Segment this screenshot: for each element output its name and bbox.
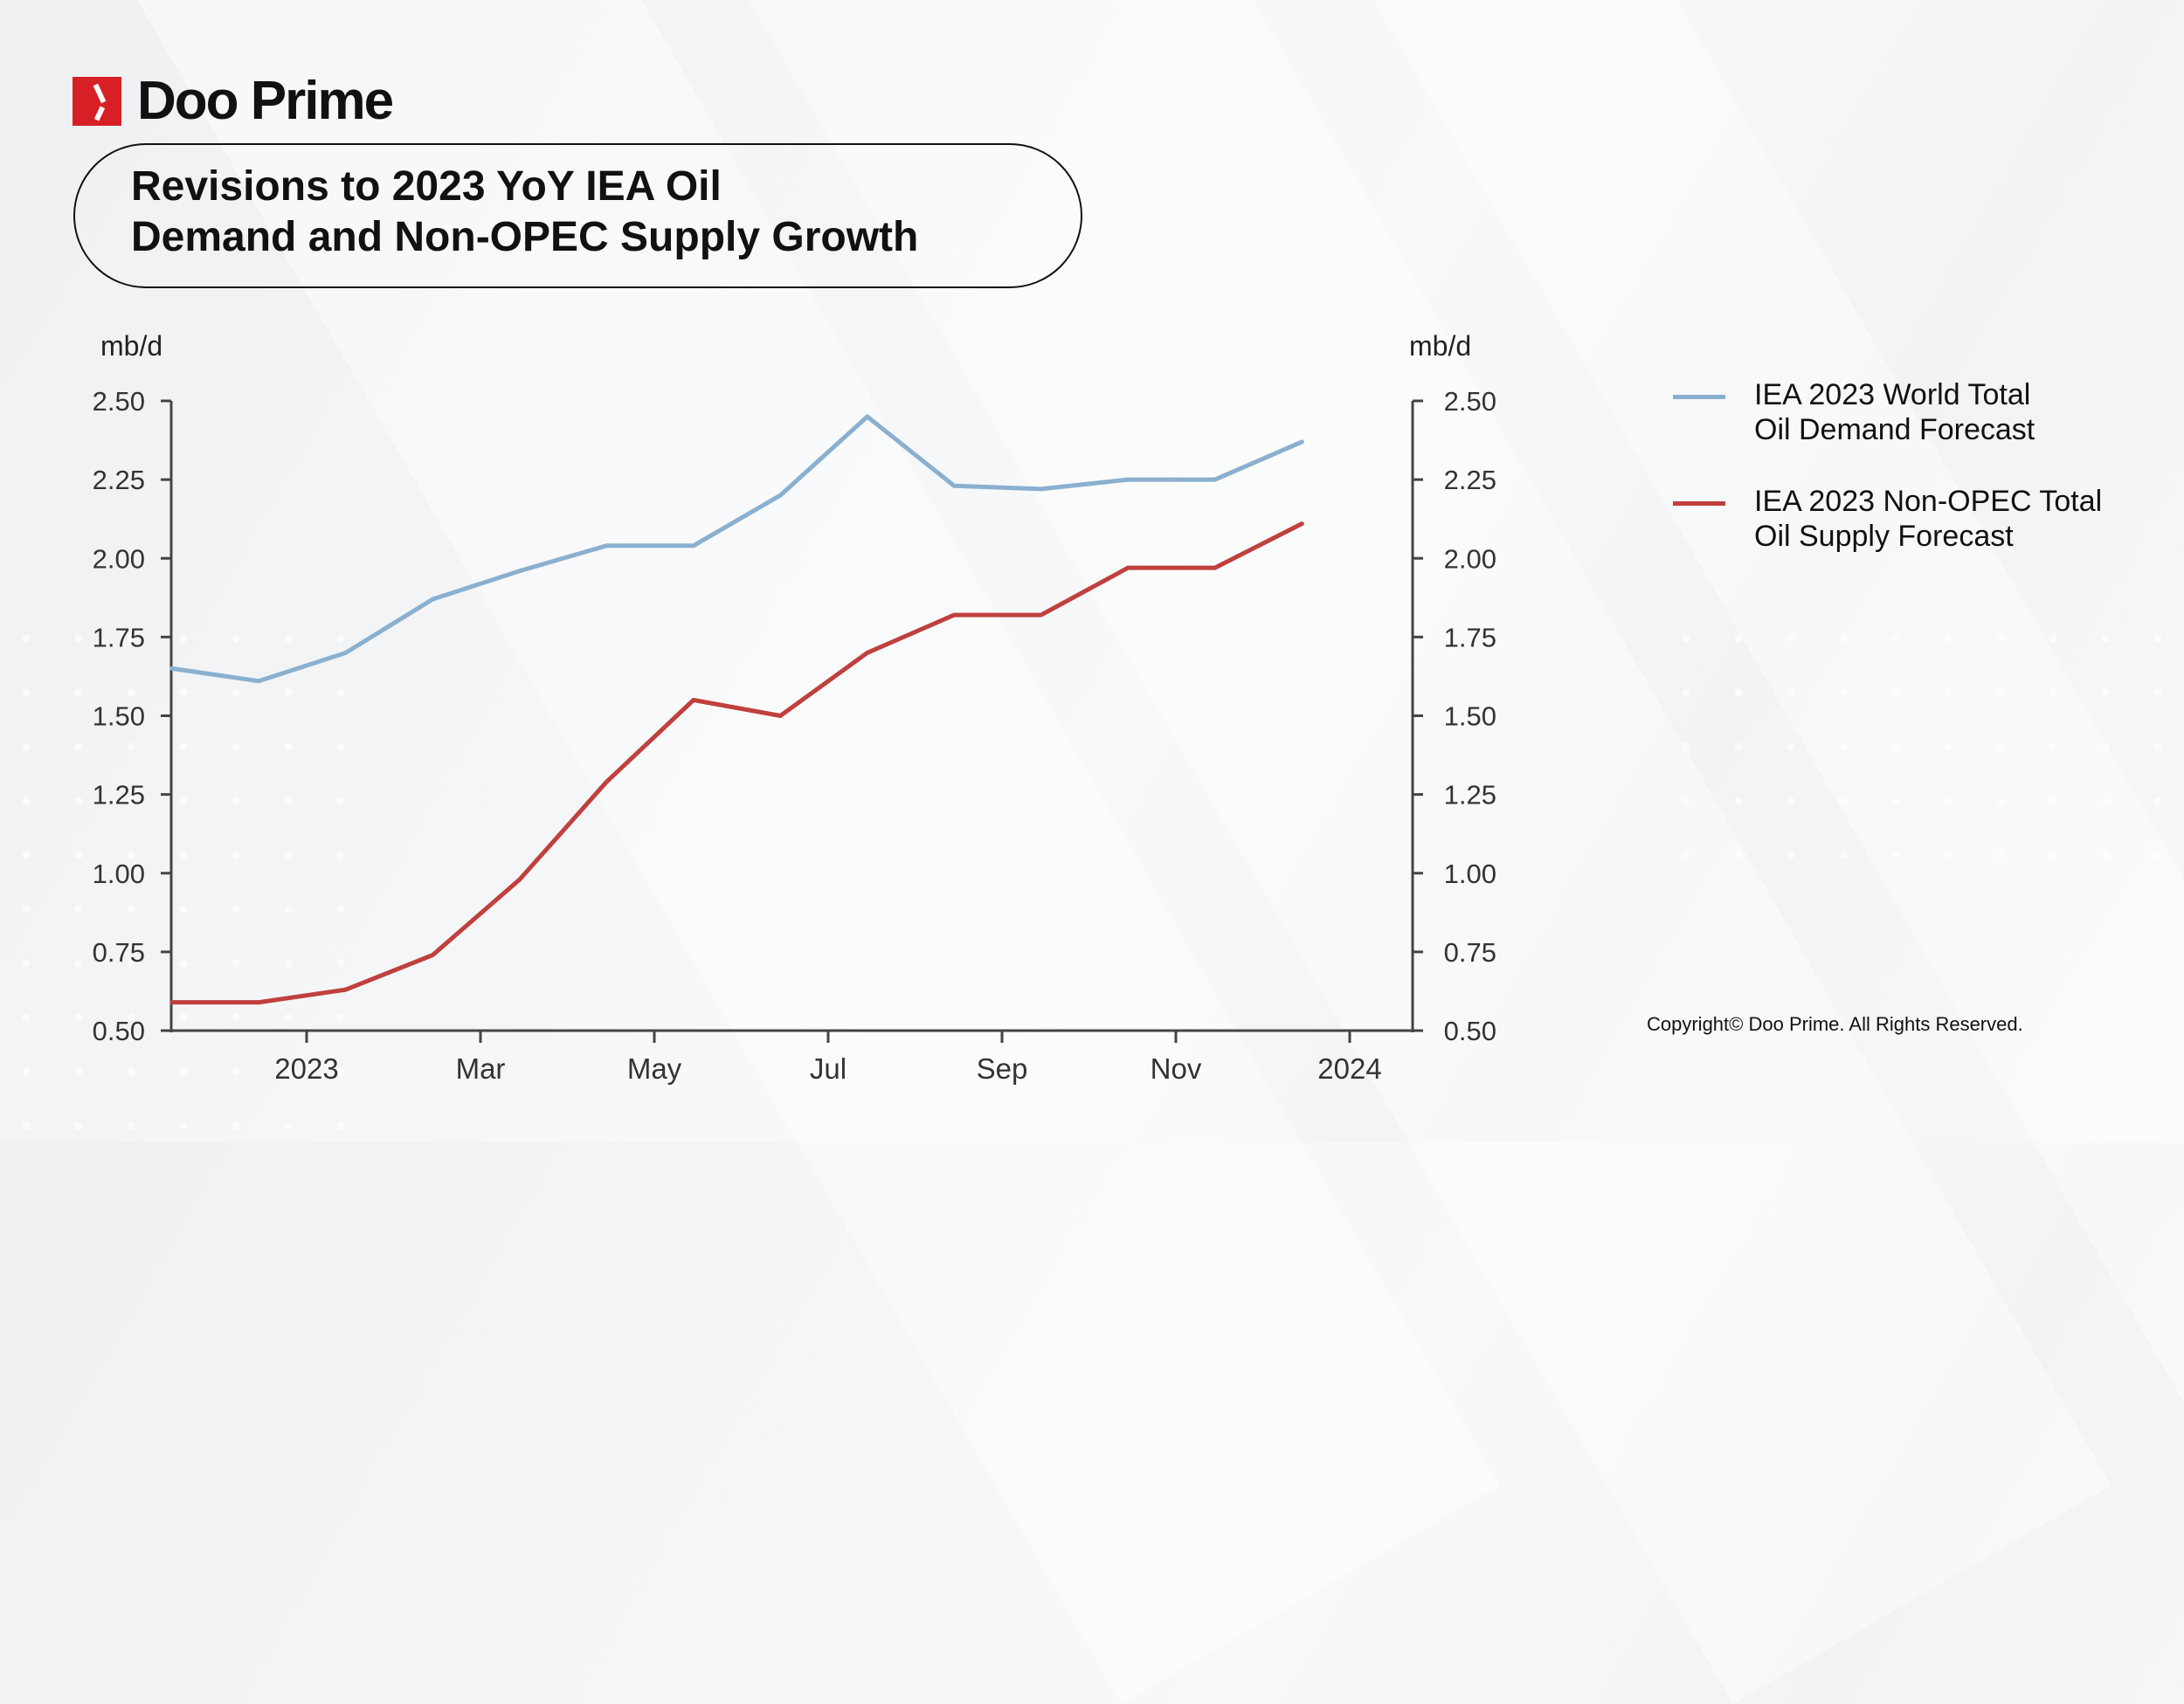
y-tick-label-right: 1.50 bbox=[1444, 701, 1496, 732]
y-tick-label-left: 2.50 bbox=[93, 386, 145, 417]
y-tick-label-right: 0.50 bbox=[1444, 1016, 1496, 1046]
x-tick-label: 2024 bbox=[1317, 1052, 1381, 1085]
y-tick-label-left: 0.50 bbox=[93, 1016, 145, 1046]
y-tick-label-left: 1.50 bbox=[93, 701, 145, 732]
legend-label: Oil Demand Forecast bbox=[1754, 412, 2174, 447]
y-tick-label-right: 2.00 bbox=[1444, 543, 1496, 574]
x-tick-label: Mar bbox=[456, 1052, 506, 1085]
y-tick-label-left: 2.25 bbox=[93, 465, 145, 495]
x-tick-label: May bbox=[627, 1052, 682, 1085]
y-tick-label-right: 2.25 bbox=[1444, 465, 1496, 495]
x-tick-label: Nov bbox=[1151, 1052, 1202, 1085]
y-tick-label-right: 1.25 bbox=[1444, 780, 1496, 811]
x-tick-label: Jul bbox=[810, 1052, 847, 1085]
y-tick-label-right: 0.75 bbox=[1444, 937, 1496, 968]
copyright-notice: Copyright© Doo Prime. All Rights Reserve… bbox=[1647, 1013, 2023, 1036]
legend-label: Oil Supply Forecast bbox=[1754, 519, 2174, 554]
x-tick-label: 2023 bbox=[274, 1052, 338, 1085]
x-tick-label: Sep bbox=[977, 1052, 1028, 1085]
line-chart: 2.50 2.50 2.25 2.25 2.00 2.00 1.75 1.75 1.50 1.50… bbox=[0, 0, 2184, 1142]
legend-label: IEA 2023 World Total bbox=[1754, 377, 2174, 412]
y-tick-label-left: 1.25 bbox=[93, 780, 145, 811]
y-tick-label-left: 0.75 bbox=[93, 937, 145, 968]
y-tick-label-right: 1.00 bbox=[1444, 859, 1496, 889]
y-tick-label-left: 1.75 bbox=[93, 622, 145, 652]
y-tick-label-right: 1.75 bbox=[1444, 622, 1496, 652]
y-tick-label-left: 1.00 bbox=[93, 859, 145, 889]
y-tick-label-left: 2.00 bbox=[93, 543, 145, 574]
legend-swatch-demand bbox=[1673, 395, 1725, 399]
legend-label: IEA 2023 Non-OPEC Total bbox=[1754, 484, 2174, 519]
legend-swatch-supply bbox=[1673, 501, 1725, 506]
series-line-supply bbox=[172, 524, 1303, 1003]
y-tick-label-right: 2.50 bbox=[1444, 386, 1496, 417]
series-line-demand bbox=[172, 417, 1303, 681]
